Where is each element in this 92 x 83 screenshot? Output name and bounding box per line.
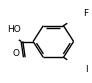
Text: O: O (13, 49, 20, 58)
Text: I: I (85, 65, 87, 74)
Text: F: F (83, 9, 89, 18)
Text: HO: HO (7, 25, 21, 34)
